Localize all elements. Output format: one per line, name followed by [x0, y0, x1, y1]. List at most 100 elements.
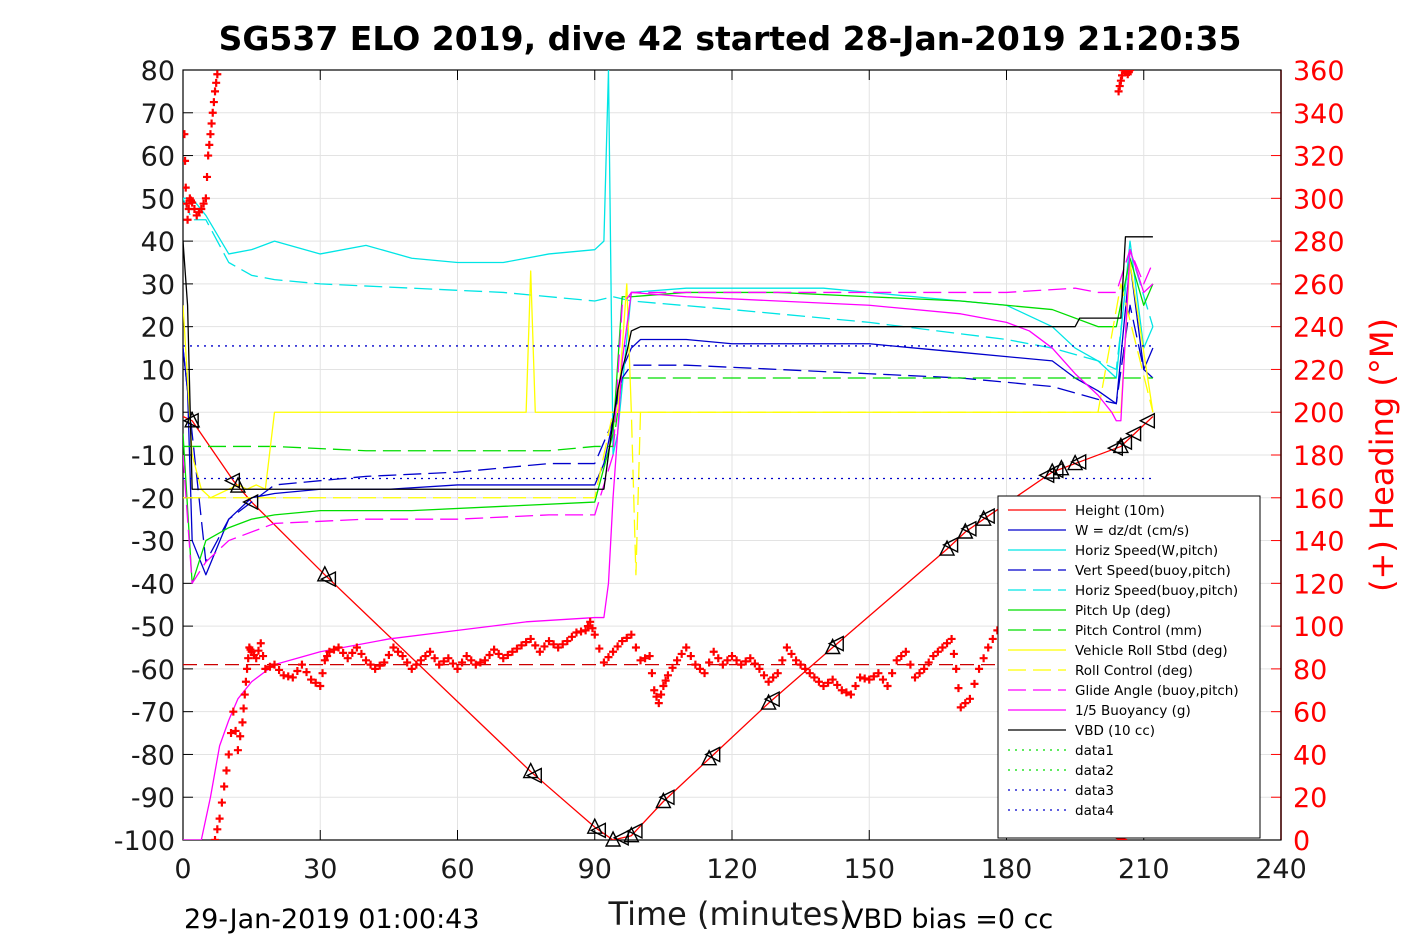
y2-tick-label: 40	[1293, 740, 1327, 771]
heading-point	[737, 660, 746, 669]
heading-point	[668, 663, 677, 672]
heading-point	[654, 699, 663, 708]
heading-point	[842, 688, 851, 697]
heading-point	[874, 669, 883, 678]
heading-point	[975, 664, 984, 673]
heading-point	[943, 639, 952, 648]
y2-tick-label: 60	[1293, 698, 1327, 729]
heading-point	[348, 648, 357, 657]
heading-point	[865, 675, 874, 684]
heading-point	[476, 658, 485, 667]
y-tick-label: 0	[158, 398, 175, 429]
heading-point	[352, 643, 361, 652]
heading-point	[254, 646, 263, 655]
heading-point	[256, 639, 265, 648]
heading-point	[325, 647, 334, 656]
heading-point	[947, 634, 956, 643]
heading-point	[227, 729, 236, 738]
heading-point	[307, 675, 316, 684]
legend-label: data4	[1075, 803, 1114, 819]
series-line-horiz-speed-buoy-pitch	[183, 198, 1154, 371]
triangle-left-marker	[223, 472, 241, 489]
x-axis-label: Time (minutes)	[608, 895, 852, 933]
heading-point	[323, 652, 332, 661]
heading-point	[954, 684, 963, 693]
heading-point	[233, 746, 242, 755]
heading-point	[490, 645, 499, 654]
heading-point	[467, 656, 476, 665]
heading-point	[938, 643, 947, 652]
heading-point	[805, 669, 814, 678]
heading-point	[421, 652, 430, 661]
tick-labels: 0 30 60 90 120 150 180 210 240-100-90-80-70-60-5…	[114, 56, 1345, 885]
heading-point	[357, 649, 366, 658]
heading-point	[183, 183, 190, 192]
heading-point	[485, 650, 494, 659]
heading-point	[554, 643, 563, 652]
heading-point	[851, 682, 860, 690]
heading-point	[647, 669, 656, 678]
heading-point	[499, 654, 508, 663]
heading-point	[508, 647, 517, 656]
y2-tick-label: 160	[1293, 484, 1345, 515]
legend-label: Horiz Speed(buoy,pitch)	[1075, 583, 1238, 599]
heading-point	[659, 682, 668, 690]
heading-point	[517, 641, 526, 650]
heading-point	[535, 647, 544, 656]
triangle-left-marker	[319, 571, 337, 588]
heading-point	[846, 690, 855, 699]
series-line-roll-control-deg	[183, 283, 1154, 576]
heading-point	[190, 205, 199, 214]
heading-point	[915, 669, 924, 678]
heading-point	[297, 660, 306, 669]
series-line-vert-speed-buoy-pitch	[183, 304, 1154, 563]
heading-point	[236, 732, 245, 741]
y-tick-label: 80	[141, 56, 175, 87]
heading-point	[209, 98, 218, 107]
heading-point	[961, 699, 970, 708]
heading-point	[833, 680, 842, 689]
y-tick-label: -80	[131, 740, 175, 771]
series-line-1-5-buoyancy-g	[183, 249, 1154, 840]
heading-point	[243, 664, 252, 673]
heading-point	[412, 660, 421, 669]
heading-point	[238, 718, 247, 727]
heading-point	[244, 654, 253, 663]
heading-point	[929, 652, 938, 661]
triangle-left-marker	[1070, 453, 1087, 470]
triangle-left-marker	[978, 507, 995, 525]
heading-point	[1114, 87, 1123, 96]
heading-point	[819, 682, 828, 690]
heading-point	[239, 704, 248, 713]
heading-point	[540, 642, 549, 651]
heading-point	[458, 658, 467, 667]
legend-label: Roll Control (deg)	[1075, 663, 1193, 679]
heading-point	[604, 653, 613, 662]
y2-tick-label: 340	[1293, 99, 1345, 130]
heading-point	[265, 662, 274, 671]
y2-tick-label: 180	[1293, 441, 1345, 472]
heading-point	[215, 814, 224, 823]
heading-point	[366, 660, 375, 669]
y-tick-label: -50	[131, 612, 175, 643]
heading-point	[220, 782, 229, 791]
heading-point	[631, 643, 640, 652]
heading-point	[869, 672, 878, 681]
heading-point	[217, 798, 226, 807]
heading-point	[906, 660, 915, 669]
chart-title: SG537 ELO 2019, dive 42 started 28-Jan-2…	[219, 19, 1242, 58]
heading-point	[1115, 82, 1124, 91]
heading-point	[705, 658, 714, 667]
legend-label: Glide Angle (buoy,pitch)	[1075, 683, 1239, 699]
heading-point	[746, 654, 755, 663]
heading-point	[558, 640, 567, 649]
series-line-glide-angle-buoy-pitch	[183, 249, 1154, 584]
heading-point	[453, 664, 462, 673]
heading-point	[588, 624, 597, 633]
heading-point	[302, 668, 311, 677]
y-tick-label: -90	[131, 783, 175, 814]
heading-point	[320, 656, 329, 665]
heading-point	[787, 649, 796, 658]
heading-point	[1116, 76, 1125, 85]
heading-point	[343, 654, 352, 663]
